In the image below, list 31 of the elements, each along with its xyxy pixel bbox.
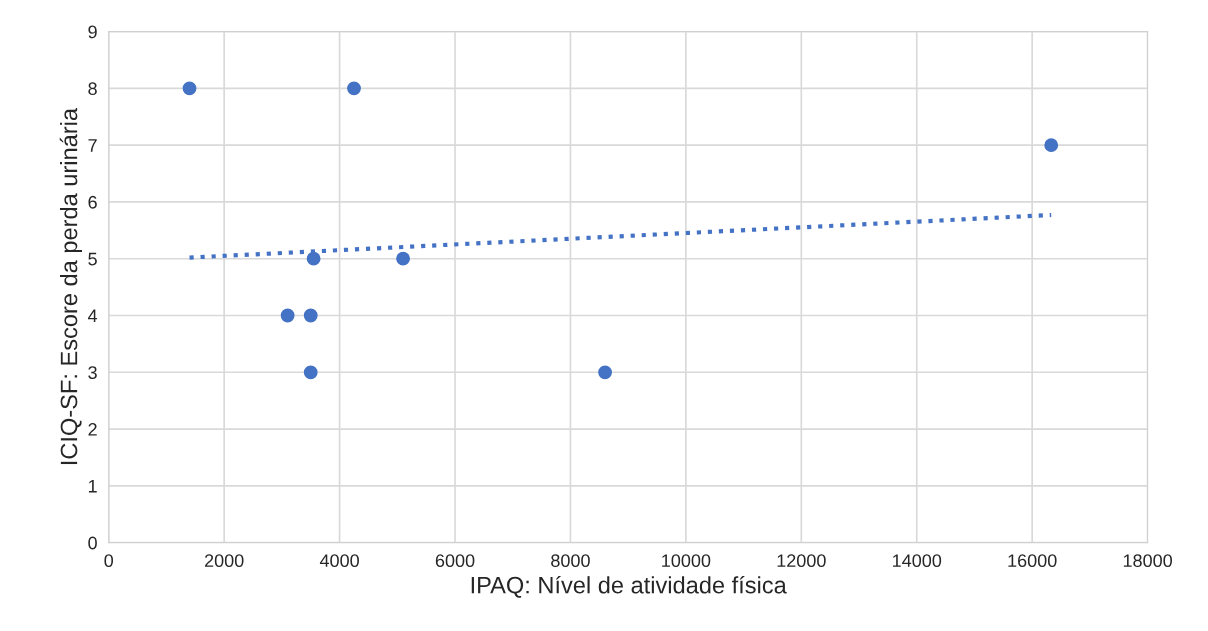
point [303,365,318,380]
point [347,81,361,96]
y-tick-label: 7 [88,139,97,152]
x-tick-label: 16000 [1008,554,1057,568]
y-tick-label: 6 [88,195,97,209]
point [598,365,612,380]
y-axis-title: ICIQ-SF: Escore da perda urinária [59,107,83,465]
x-tick-label: 0 [104,554,114,568]
y-tick-label: 1 [88,479,97,493]
x-tick-label: 2000 [204,554,244,568]
x-tick-label: 10000 [662,554,711,568]
y-tick-label: 4 [87,309,98,323]
x-tick-label: 6000 [435,554,475,568]
y-tick-label: 3 [88,366,97,380]
x-axis-title: IPAQ: Nível de atividade física [471,575,787,598]
x-tick-label: 8000 [551,554,590,568]
point [303,308,318,323]
y-tick-label: 5 [88,252,97,266]
point [396,251,410,266]
y-tick-label: 8 [88,82,97,96]
point [306,251,321,266]
x-tick-label: 4000 [319,554,359,568]
y-tick-label: 9 [88,25,97,39]
x-tick-label: 12000 [777,554,826,568]
y-tick-label: 2 [88,423,97,436]
x-tick-label: 18000 [1123,554,1172,568]
point [280,308,295,323]
point [182,81,197,96]
x-tick-label: 14000 [893,554,942,568]
point [1044,138,1059,153]
y-tick-label: 0 [88,536,97,550]
